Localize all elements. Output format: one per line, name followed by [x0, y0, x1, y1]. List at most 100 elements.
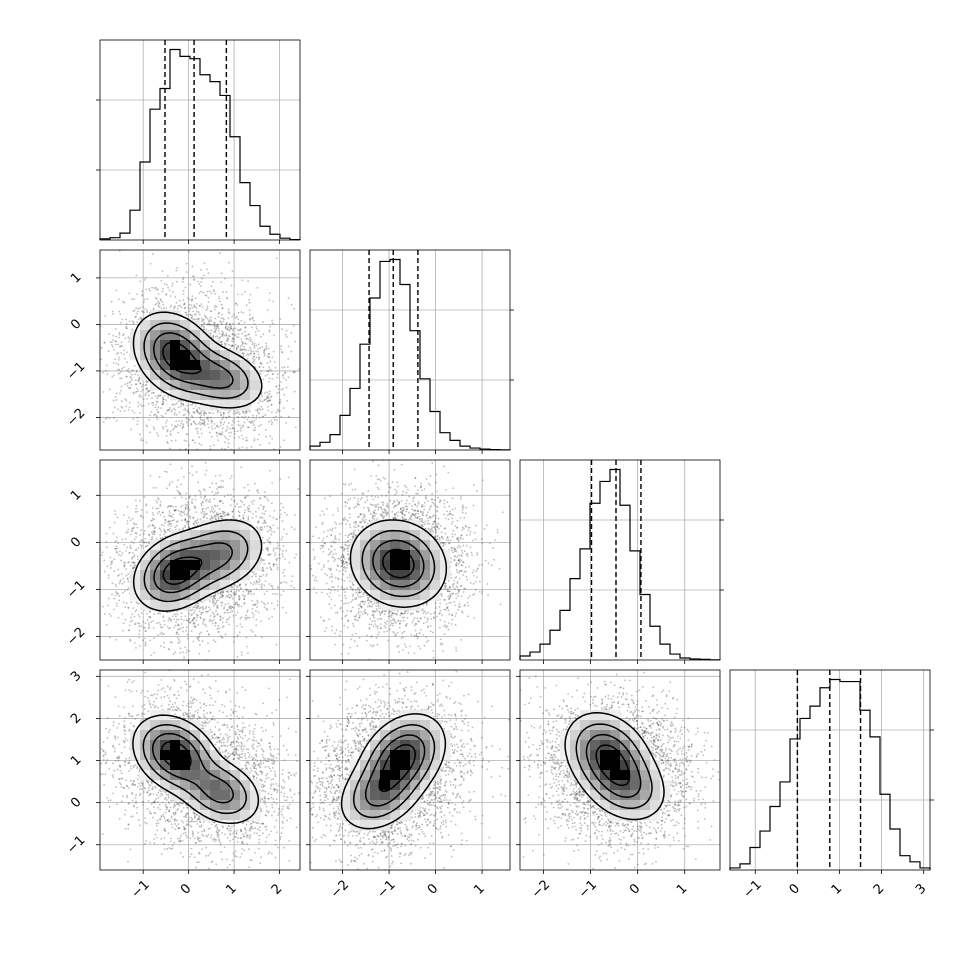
scatter-point	[193, 622, 196, 625]
scatter-point	[237, 758, 240, 761]
scatter-point	[439, 499, 442, 502]
scatter-point	[146, 544, 149, 547]
scatter-point	[171, 516, 174, 518]
scatter-point	[217, 491, 219, 494]
scatter-point	[216, 604, 219, 607]
scatter-point	[400, 463, 403, 466]
scatter-point	[184, 507, 187, 510]
scatter-point	[278, 401, 281, 404]
scatter-point	[272, 756, 275, 759]
scatter-point	[190, 501, 193, 503]
scatter-point	[219, 433, 222, 436]
density-cell	[420, 550, 431, 561]
scatter-point	[190, 816, 193, 819]
scatter-point	[267, 394, 269, 397]
density-cell	[210, 560, 221, 571]
scatter-point	[250, 500, 253, 503]
scatter-point	[419, 517, 421, 520]
scatter-point	[216, 411, 219, 413]
scatter-point	[263, 525, 266, 528]
scatter-point	[257, 611, 260, 614]
scatter-point	[261, 583, 264, 586]
scatter-point	[432, 616, 435, 619]
scatter-point	[154, 526, 157, 529]
scatter-point	[420, 505, 423, 508]
scatter-point	[207, 272, 210, 275]
scatter-point	[360, 605, 363, 608]
scatter-point	[256, 527, 259, 530]
scatter-point	[197, 831, 199, 834]
scatter-point	[266, 362, 269, 364]
scatter-point	[170, 620, 173, 622]
scatter-point	[243, 412, 245, 414]
scatter-point	[255, 603, 257, 606]
scatter-point	[376, 518, 378, 520]
scatter-point	[177, 633, 180, 636]
scatter-point	[457, 609, 460, 611]
scatter-point	[253, 346, 256, 349]
scatter-point	[117, 352, 120, 354]
scatter-point	[141, 713, 144, 715]
scatter-point	[132, 541, 135, 544]
scatter-point	[206, 323, 209, 326]
scatter-point	[125, 322, 128, 325]
scatter-point	[135, 307, 137, 309]
scatter-point	[396, 610, 399, 613]
scatter-point	[150, 621, 153, 624]
scatter-point	[195, 613, 198, 616]
scatter-point	[208, 323, 211, 326]
scatter-point	[159, 505, 162, 507]
scatter-point	[379, 627, 382, 630]
scatter-point	[168, 617, 171, 619]
scatter-point	[206, 610, 209, 613]
scatter-point	[395, 490, 398, 492]
scatter-point	[449, 594, 452, 597]
scatter-point	[342, 560, 345, 562]
scatter-point	[412, 500, 414, 503]
scatter-point	[456, 537, 459, 540]
scatter-point	[113, 597, 116, 600]
scatter-point	[252, 571, 255, 574]
scatter-point	[458, 605, 460, 608]
scatter-point	[234, 747, 237, 749]
scatter-point	[273, 448, 275, 450]
scatter-point	[123, 301, 126, 304]
scatter-point	[432, 502, 435, 505]
scatter-point	[133, 615, 136, 618]
scatter-point	[240, 427, 242, 430]
scatter-point	[137, 405, 140, 408]
scatter-point	[282, 555, 284, 558]
scatter-point	[285, 335, 288, 338]
scatter-point	[143, 298, 146, 301]
scatter-point	[207, 506, 209, 509]
scatter-point	[236, 601, 238, 604]
scatter-point	[322, 566, 325, 568]
scatter-point	[349, 646, 352, 649]
scatter-point	[417, 509, 419, 512]
scatter-point	[215, 602, 218, 605]
scatter-point	[263, 352, 266, 355]
scatter-point	[195, 511, 198, 513]
scatter-point	[134, 499, 137, 502]
scatter-point	[281, 536, 284, 539]
scatter-point	[271, 377, 274, 380]
scatter-point	[194, 812, 196, 815]
scatter-point	[416, 505, 419, 508]
scatter-point	[252, 613, 255, 616]
scatter-point	[165, 399, 167, 401]
scatter-point	[420, 519, 423, 522]
scatter-point	[446, 590, 449, 592]
scatter-point	[268, 525, 271, 528]
scatter-point	[245, 337, 247, 340]
density-cell	[170, 550, 181, 561]
scatter-point	[245, 588, 248, 591]
scatter-point	[269, 566, 272, 569]
scatter-point	[121, 538, 124, 541]
scatter-point	[275, 411, 278, 414]
scatter-point	[123, 729, 126, 731]
scatter-point	[270, 769, 272, 772]
scatter-point	[265, 435, 268, 438]
scatter-point	[457, 562, 460, 565]
scatter-point	[120, 573, 123, 576]
scatter-point	[196, 614, 199, 617]
